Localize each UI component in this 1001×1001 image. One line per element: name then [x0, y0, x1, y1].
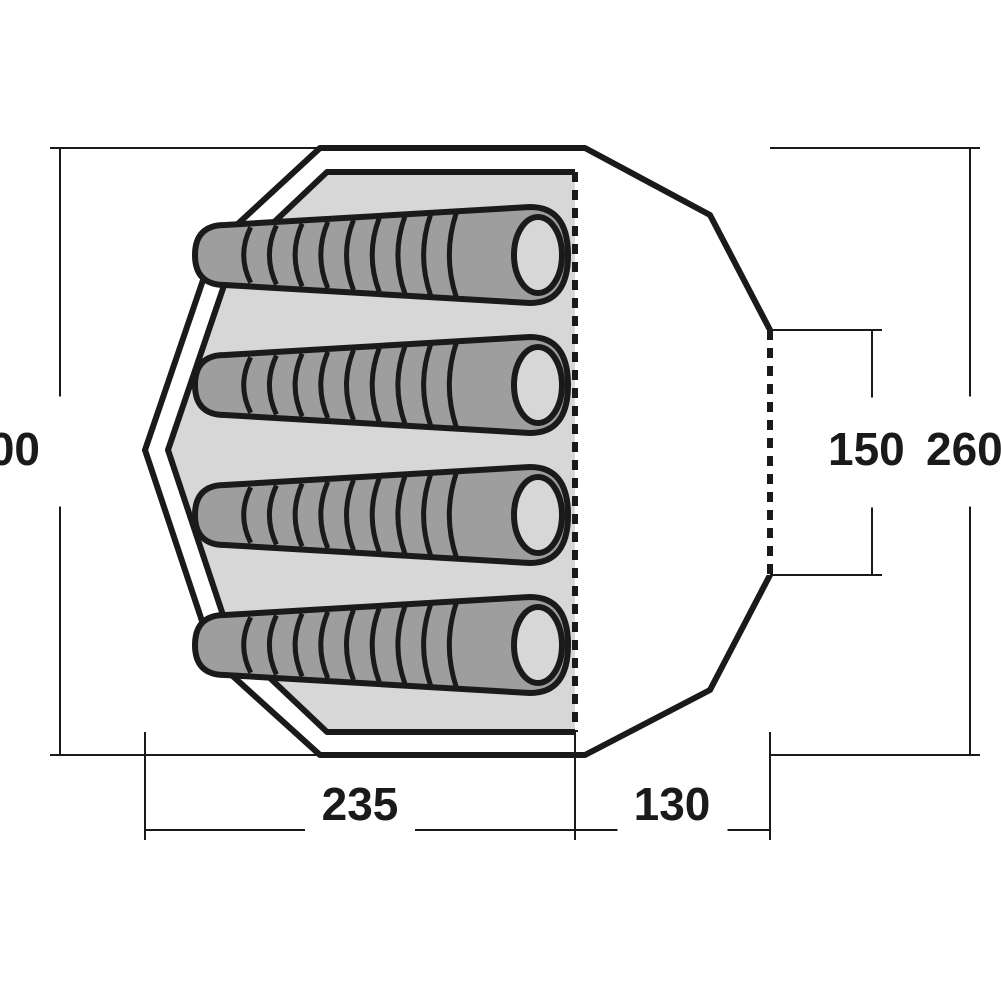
sleeping-bag-hood [514, 607, 562, 683]
sleeping-bag [195, 597, 568, 693]
dimension-label: 130 [634, 778, 711, 830]
dimension-label: 150 [828, 423, 905, 475]
sleeping-bag-hood [514, 217, 562, 293]
sleeping-bag [195, 337, 568, 433]
sleeping-bag [195, 467, 568, 563]
dimension-label: 300 [0, 423, 40, 475]
dimension-door_height: 150 [770, 330, 905, 575]
sleeping-bag-hood [514, 347, 562, 423]
dimension-label: 235 [322, 778, 399, 830]
tent-floorplan: 300 150 260 235 130 [0, 0, 1001, 1001]
sleeping-bag [195, 207, 568, 303]
dimension-label: 260 [926, 423, 1001, 475]
sleeping-bag-hood [514, 477, 562, 553]
